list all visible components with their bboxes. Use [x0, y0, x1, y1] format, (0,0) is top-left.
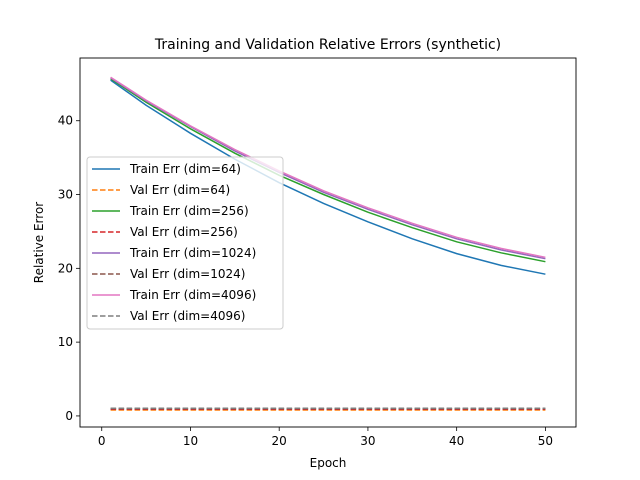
- x-tick-label: 50: [538, 434, 553, 448]
- legend-label-1: Val Err (dim=64): [130, 183, 230, 197]
- x-axis-ticks: 0 10 20 30 40 50: [98, 427, 553, 448]
- legend: Train Err (dim=64) Val Err (dim=64) Train …: [86, 156, 284, 330]
- plot-frame: [79, 57, 577, 428]
- y-axis-ticks: 0 10 20 30 40: [58, 114, 80, 423]
- y-axis-label: Relative Error: [32, 202, 46, 284]
- y-tick-label: 10: [58, 335, 73, 349]
- chart-title: Training and Validation Relative Errors …: [154, 37, 501, 53]
- x-tick-label: 20: [272, 434, 287, 448]
- legend-box: [86, 156, 284, 330]
- x-tick-label: 30: [360, 434, 375, 448]
- legend-label-4: Train Err (dim=1024): [129, 246, 256, 260]
- x-tick-label: 40: [449, 434, 464, 448]
- series-line-6: [110, 76, 546, 259]
- legend-label-5: Val Err (dim=1024): [130, 267, 245, 281]
- y-tick-label: 30: [58, 188, 73, 202]
- series-line-2: [110, 78, 546, 263]
- legend-label-7: Val Err (dim=4096): [130, 309, 245, 323]
- x-tick-label: 0: [98, 434, 106, 448]
- legend-label-6: Train Err (dim=4096): [129, 288, 256, 302]
- x-axis-label: Epoch: [310, 456, 347, 470]
- x-tick-label: 10: [183, 434, 198, 448]
- legend-label-2: Train Err (dim=256): [129, 204, 249, 218]
- legend-label-0: Train Err (dim=64): [129, 162, 241, 176]
- y-tick-label: 20: [58, 261, 73, 275]
- series-layer: [110, 76, 546, 411]
- series-line-0: [110, 79, 546, 275]
- legend-label-3: Val Err (dim=256): [130, 225, 238, 239]
- y-tick-label: 0: [65, 409, 73, 423]
- y-tick-label: 40: [58, 114, 73, 128]
